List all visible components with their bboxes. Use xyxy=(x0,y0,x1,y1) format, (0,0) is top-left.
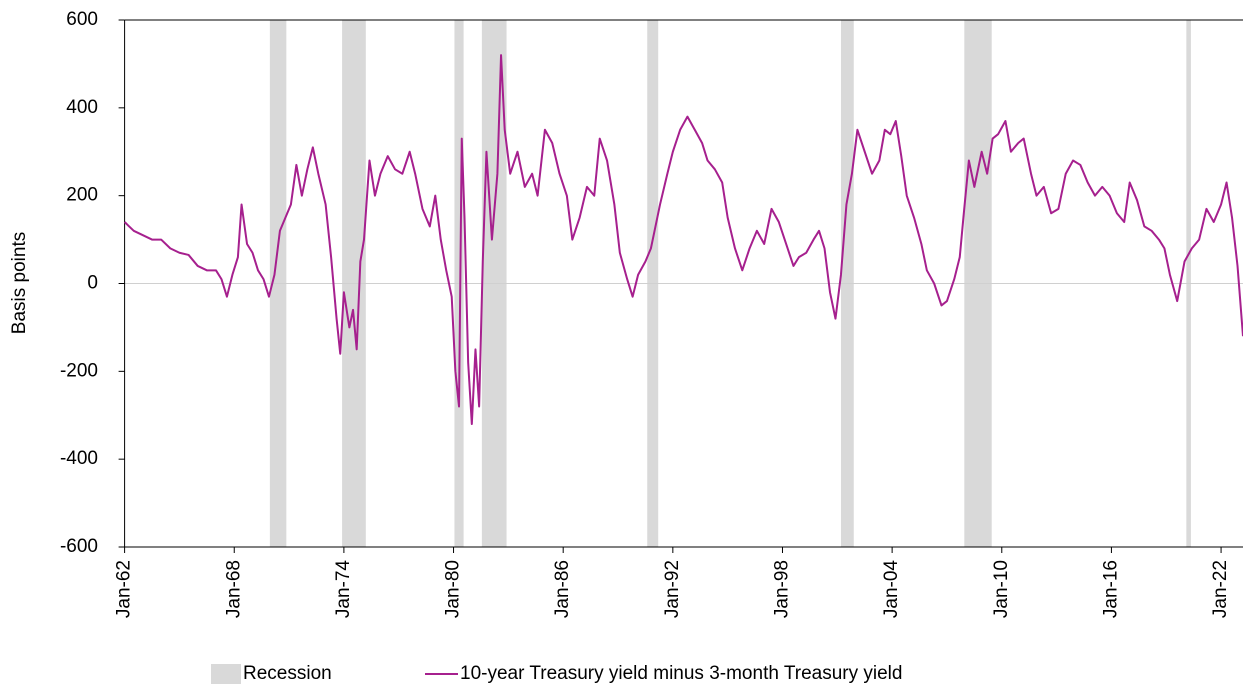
legend-swatch xyxy=(211,664,241,684)
x-tick-label: Jan-16 xyxy=(1100,560,1121,618)
y-axis-label: Basis points xyxy=(9,232,30,334)
x-tick-label: Jan-80 xyxy=(443,560,464,618)
x-tick-label: Jan-92 xyxy=(662,560,683,618)
line-layer xyxy=(123,54,1243,426)
series-line xyxy=(123,54,1243,426)
y-tick-label: 400 xyxy=(66,97,98,118)
x-tick-label: Jan-10 xyxy=(991,560,1012,618)
x-tick-label: Jan-62 xyxy=(114,560,135,618)
y-tick-label: -600 xyxy=(60,536,98,557)
x-tick-label: Jan-68 xyxy=(223,560,244,618)
label-layer: -600 -400 -200 0 200 400 600 Jan-62 Jan-68 Jan-74… xyxy=(60,9,1231,684)
x-tick-label: Jan-86 xyxy=(552,560,573,618)
y-tick-label: -200 xyxy=(60,360,98,381)
y-tick-label: 200 xyxy=(66,185,98,206)
axes-layer xyxy=(118,19,1243,553)
y-tick-label: -400 xyxy=(60,448,98,469)
y-tick-label: 0 xyxy=(87,273,98,294)
x-tick-label: Jan-22 xyxy=(1210,560,1231,618)
y-tick-label: 600 xyxy=(66,9,98,30)
x-tick-label: Jan-74 xyxy=(333,560,354,619)
legend-label: Recession xyxy=(243,663,332,684)
x-tick-label: Jan-04 xyxy=(881,560,902,619)
legend-label: 10-year Treasury yield minus 3-month Tre… xyxy=(460,663,902,684)
x-tick-label: Jan-98 xyxy=(771,560,792,618)
